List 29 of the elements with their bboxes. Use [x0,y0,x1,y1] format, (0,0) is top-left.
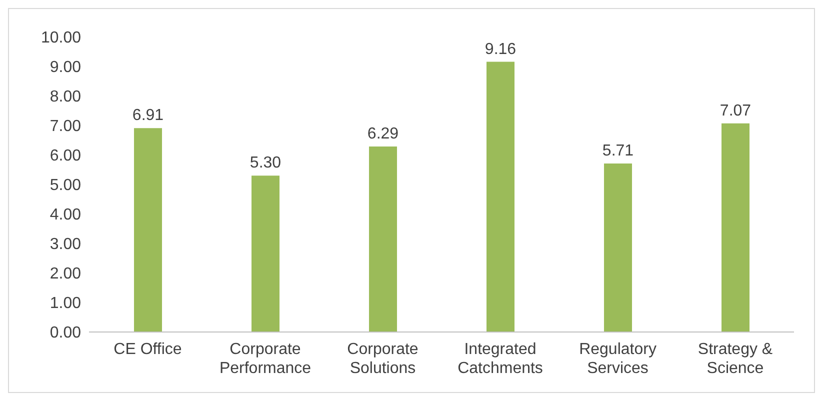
bar [134,128,162,332]
x-tick-label: Corporate Performance [219,341,312,377]
y-tick-label: 9.00 [50,59,82,76]
x-tick-label: CE Office [114,341,182,358]
bar [486,62,514,332]
x-tick-label: Corporate Solutions [347,341,418,377]
x-tick-label: Strategy & Science [698,341,773,377]
data-label: 5.71 [602,142,634,160]
y-tick-label: 4.00 [50,206,82,224]
x-tick-label: Regulatory Services [579,341,656,377]
y-tick-label: 8.00 [50,88,82,106]
bar [604,164,632,332]
data-label: 6.91 [132,107,164,124]
x-tick-label: Integrated Catchments [458,341,543,377]
y-tick-label: 3.00 [50,236,82,254]
bar [722,123,750,332]
data-label: 6.29 [367,125,399,142]
y-tick-label: 5.00 [50,177,82,194]
data-label: 5.30 [250,154,282,172]
y-tick-label: 10.00 [40,30,82,47]
y-tick-label: 0.00 [50,324,82,342]
y-tick-label: 6.00 [50,148,82,165]
data-label: 7.07 [720,102,752,120]
y-tick-label: 2.00 [50,266,82,283]
bar [369,146,397,332]
data-label: 9.16 [484,40,516,58]
bar [252,176,280,332]
y-tick-label: 1.00 [50,295,82,312]
y-tick-label: 7.00 [50,118,82,136]
